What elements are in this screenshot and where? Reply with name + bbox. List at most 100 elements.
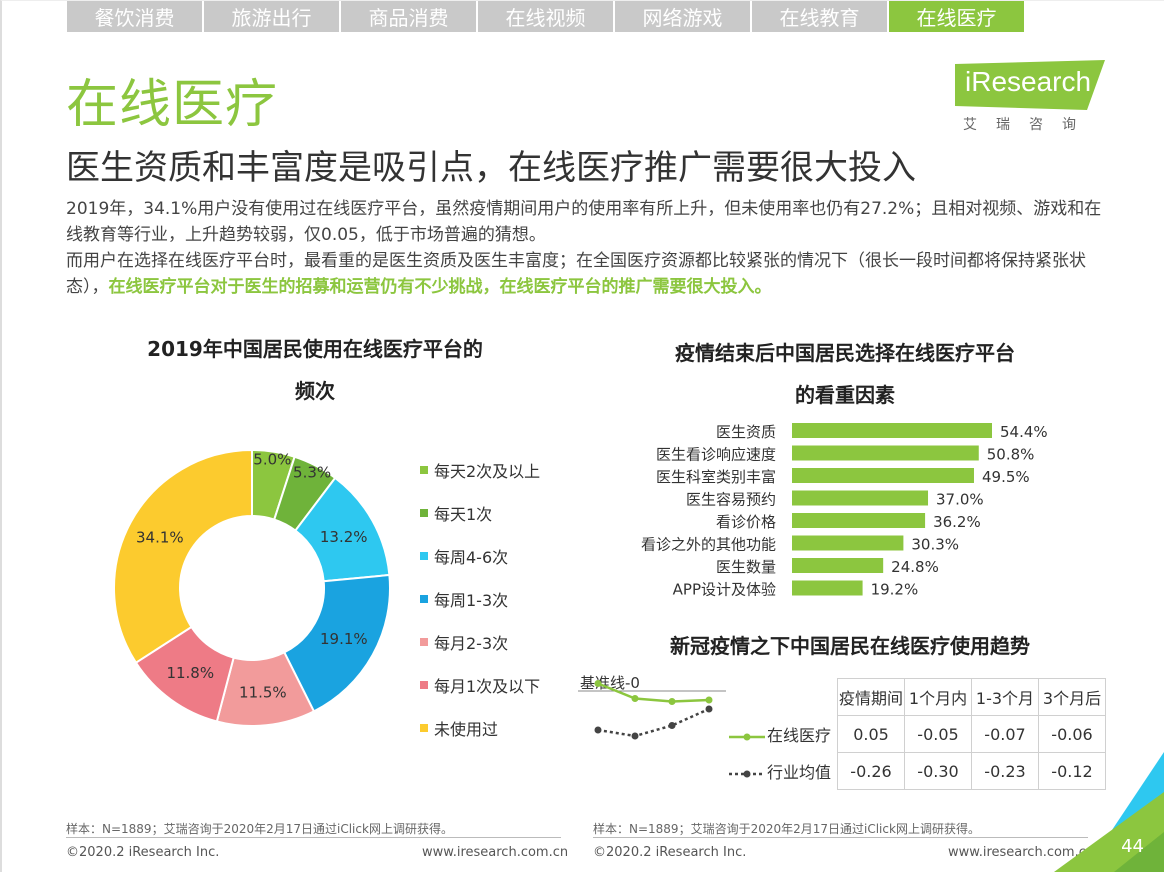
legend-item-2: 每周4-6次 [420, 534, 540, 577]
legend-item-6: 未使用过 [420, 706, 540, 749]
iresearch-logo: iResearch 艾瑞咨询 [955, 60, 1105, 135]
legend-label-1: 每天1次 [434, 504, 493, 524]
donut-label-5: 11.8% [166, 664, 214, 682]
bar-value-1: 50.8% [987, 446, 1035, 464]
bar-2 [792, 468, 974, 483]
tab-1[interactable]: 旅游出行 [204, 0, 339, 32]
donut-legend: 每天2次及以上 每天1次每周4-6次 每周1-3次 每月2-3次每月1次及以下 未使用过 [420, 448, 540, 749]
donut-chart: 5.0%5.3% 13.2% 19.1% 11.5% 11.8% 34.1% [113, 448, 391, 727]
bar-value-0: 54.4% [1000, 423, 1048, 441]
tab-6[interactable]: 在线医疗 [889, 0, 1024, 32]
table-header-1: 1个月内 [904, 678, 972, 716]
table-corner [727, 678, 838, 716]
donut-label-6: 34.1% [136, 529, 184, 547]
bar-chart: 医生资质 54.4% 医生看诊响应速度 50.8% 医生科室类别丰富 49.5% 医生容易预… [641, 423, 1048, 599]
description-line-2a: 而用户在选择在线医疗平台时，最看重的是医生资质及医生丰富度；在全国医疗资源都比较… [66, 251, 1086, 297]
url-right: www.iresearch.com.cn [948, 845, 1095, 860]
donut-slice-6 [113, 448, 253, 665]
trend-baseline-label: 基准线-0 [580, 674, 640, 692]
bar-value-3: 37.0% [936, 491, 984, 509]
tab-5[interactable]: 在线教育 [752, 0, 887, 32]
category-tabs: 餐饮消费 旅游出行 商品消费 在线视频 网络游戏 在线教育 在线医疗 [67, 0, 1026, 32]
table-cell-1-3: -0.12 [1038, 752, 1106, 790]
legend-swatch-2 [420, 551, 428, 560]
logo-banner-icon [955, 60, 1105, 110]
bar-title-line-2: 的看重因素 [795, 383, 895, 407]
donut-label-3: 19.1% [320, 630, 368, 648]
trend-line-0 [597, 682, 710, 703]
bar-title-line-1: 疫情结束后中国居民选择在线医疗平台 [675, 341, 1015, 365]
trend-point-0-2 [668, 698, 676, 705]
legend-label-5: 每月1次及以下 [434, 676, 541, 696]
bar-category-0: 医生资质 [716, 423, 776, 441]
bar-value-5: 30.3% [911, 536, 959, 554]
legend-label-3: 每周1-3次 [434, 590, 509, 610]
table-cell-1-0: -0.26 [837, 752, 905, 790]
trend-point-0-0 [594, 680, 602, 687]
donut-label-4: 11.5% [239, 683, 287, 701]
bar-7 [792, 580, 863, 596]
bar-6 [792, 558, 884, 573]
table-row: 在线医疗 0.05 -0.05 -0.07 -0.06 [727, 715, 1106, 753]
table-cell-0-1: -0.05 [904, 715, 972, 753]
tab-4[interactable]: 网络游戏 [615, 0, 750, 32]
tab-2[interactable]: 商品消费 [341, 0, 476, 32]
legend-swatch-1 [420, 508, 428, 517]
donut-title-line-2: 频次 [295, 379, 335, 403]
footer-divider-right [593, 837, 1088, 838]
bar-3 [792, 490, 929, 506]
page-number: 44 [1121, 836, 1144, 857]
donut-chart-title: 2019年中国居民使用在线医疗平台的 频次 [100, 328, 530, 412]
legend-item-4: 每月2-3次 [420, 620, 540, 663]
legend-label-6: 未使用过 [434, 719, 499, 739]
donut-label-1: 5.3% [293, 464, 331, 482]
table-row: 行业均值 -0.26 -0.30 -0.23 -0.12 [727, 752, 1106, 790]
bar-category-5: 看诊之外的其他功能 [641, 536, 776, 554]
donut-title-line-1: 2019年中国居民使用在线医疗平台的 [147, 337, 483, 361]
bar-1 [792, 445, 979, 461]
legend-label-0: 每天2次及以上 [434, 461, 541, 481]
bar-category-2: 医生科室类别丰富 [656, 468, 776, 486]
page-subtitle: 医生资质和丰富度是吸引点，在线医疗推广需要很大投入 [66, 148, 916, 188]
donut-label-0: 5.0% [253, 451, 291, 469]
legend-swatch-4 [420, 637, 428, 646]
table-header-3: 3个月后 [1038, 678, 1106, 716]
table-cell-1-2: -0.23 [971, 752, 1039, 790]
source-note-right: 样本：N=1889；艾瑞咨询于2020年2月17日通过iClick网上调研获得。 [593, 822, 980, 836]
table-cell-0-3: -0.06 [1038, 715, 1106, 753]
table-cell-0-2: -0.07 [971, 715, 1039, 753]
bar-category-1: 医生看诊响应速度 [656, 446, 776, 464]
bar-5 [792, 535, 904, 551]
series-name-0: 在线医疗 [767, 726, 832, 745]
tab-0[interactable]: 餐饮消费 [67, 0, 202, 32]
description-line-2: 而用户在选择在线医疗平台时，最看重的是医生资质及医生丰富度；在全国医疗资源都比较… [66, 248, 1106, 300]
trend-table: 疫情期间 1个月内 1-3个月 3个月后 在线医疗 0.05 -0.05 -0.07 -0.06… [727, 678, 1106, 790]
table-header-2: 1-3个月 [971, 678, 1039, 716]
series-marker-icon [729, 770, 765, 777]
corner-decoration [1054, 752, 1164, 872]
copyright-left: ©2020.2 iResearch Inc. [66, 845, 220, 860]
donut-label-2: 13.2% [320, 528, 368, 546]
bar-category-7: APP设计及体验 [673, 581, 776, 599]
legend-label-4: 每月2-3次 [434, 633, 509, 653]
description: 2019年，34.1%用户没有使用过在线医疗平台，虽然疫情期间用户的使用率有所上… [66, 196, 1106, 300]
footer-divider-left [66, 837, 561, 838]
table-row-label-0: 在线医疗 [727, 715, 838, 753]
trend-point-1-3 [705, 705, 713, 713]
bar-value-2: 49.5% [982, 468, 1030, 486]
trend-point-1-2 [668, 722, 676, 729]
series-name-1: 行业均值 [767, 763, 832, 782]
legend-swatch-3 [420, 594, 428, 603]
legend-swatch-5 [420, 680, 428, 689]
legend-label-2: 每周4-6次 [434, 547, 509, 567]
logo-text: iResearch [965, 66, 1092, 97]
legend-swatch-6 [420, 723, 428, 732]
description-highlight: 在线医疗平台对于医生的招募和运营仍有不少挑战，在线医疗平台的推广需要很大投入。 [108, 277, 772, 297]
url-left: www.iresearch.com.cn [422, 845, 569, 860]
trend-point-0-1 [631, 695, 639, 702]
bar-chart-title: 疫情结束后中国居民选择在线医疗平台 的看重因素 [610, 332, 1080, 416]
tab-3[interactable]: 在线视频 [478, 0, 613, 32]
table-row-label-1: 行业均值 [727, 752, 838, 790]
bar-value-6: 24.8% [891, 558, 939, 576]
copyright-right: ©2020.2 iResearch Inc. [593, 845, 747, 860]
